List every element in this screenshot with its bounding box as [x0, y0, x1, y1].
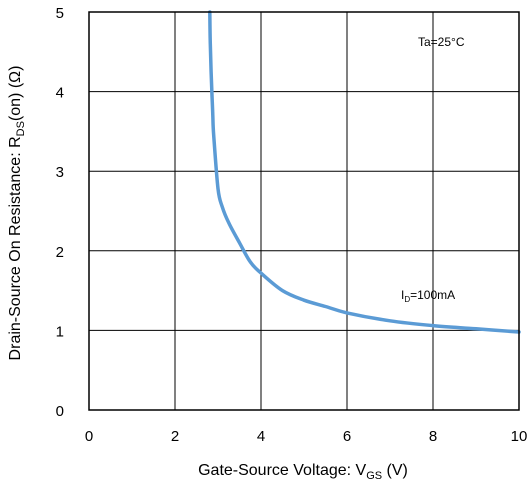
y-tick-label: 4 — [56, 85, 64, 102]
y-tick-label: 2 — [56, 244, 64, 261]
x-tick-label: 6 — [343, 428, 351, 445]
series-line — [210, 12, 519, 332]
plot-frame — [89, 12, 519, 410]
y-tick-labels: 0 1 2 3 4 5 — [56, 5, 64, 420]
y-axis-label: Drain-Source On Resistance: RDS(on) (Ω) — [7, 66, 27, 361]
x-tick-label: 10 — [511, 428, 527, 445]
y-tick-label: 3 — [56, 164, 64, 181]
y-tick-label: 5 — [56, 5, 64, 22]
x-tick-label: 4 — [257, 428, 265, 445]
series-label: ID=100mA — [401, 288, 455, 304]
x-tick-label: 0 — [85, 428, 93, 445]
y-tick-label: 1 — [56, 323, 64, 340]
x-tick-label: 8 — [429, 428, 437, 445]
x-tick-labels: 0 2 4 6 8 10 — [85, 428, 527, 445]
x-tick-label: 2 — [171, 428, 179, 445]
grid — [89, 12, 519, 410]
y-tick-label: 0 — [56, 403, 64, 420]
x-axis-label: Gate-Source Voltage: VGS (V) — [198, 462, 408, 482]
condition-annotation: Ta=25°C — [418, 35, 465, 49]
